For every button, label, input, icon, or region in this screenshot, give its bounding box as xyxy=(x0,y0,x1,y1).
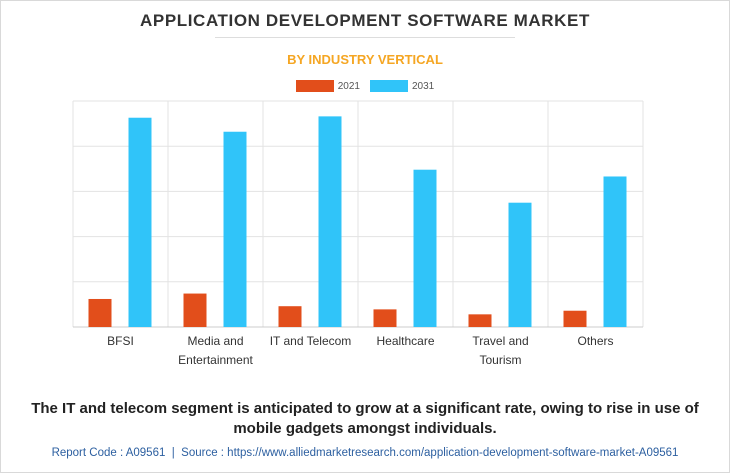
bar-chart: BFSI Media and Entertainment IT and Telecom… xyxy=(72,100,644,367)
x-tick-label-line: BFSI xyxy=(107,334,134,348)
x-tick-label-line: Entertainment xyxy=(178,353,253,367)
x-tick-label: Healthcare xyxy=(376,334,434,348)
chart-subtitle: BY INDUSTRY VERTICAL xyxy=(287,52,443,67)
x-tick-label-line: Travel and xyxy=(472,334,528,348)
bar-2031-0[interactable] xyxy=(128,117,152,327)
bar-2021-0[interactable] xyxy=(88,298,112,327)
bar-2021-5[interactable] xyxy=(563,310,587,327)
bar-2021-4[interactable] xyxy=(468,314,492,327)
footer: Report Code : A09561 | Source : https://… xyxy=(0,447,730,459)
x-tick-label: Others xyxy=(577,334,613,348)
legend-label-2021: 2021 xyxy=(337,80,360,92)
x-tick-label-line: Media and xyxy=(187,334,243,348)
x-tick-label-line: Healthcare xyxy=(376,334,434,348)
legend-label-2031: 2031 xyxy=(412,80,435,92)
x-tick-label-line: Tourism xyxy=(479,353,521,367)
legend-swatch-2031 xyxy=(370,80,408,92)
legend: 2021 2031 xyxy=(0,80,730,92)
x-tick-label: Media and Entertainment xyxy=(178,334,253,367)
report-code: Report Code : A09561 xyxy=(51,447,166,459)
source-link[interactable]: Source : https://www.alliedmarketresearc… xyxy=(181,447,679,459)
x-tick-label-line: Others xyxy=(577,334,613,348)
bar-2021-2[interactable] xyxy=(278,306,302,327)
footer-separator: | xyxy=(171,447,175,459)
x-tick-label-line: IT and Telecom xyxy=(270,334,352,348)
bar-2031-3[interactable] xyxy=(413,169,437,327)
bar-2031-1[interactable] xyxy=(223,131,247,327)
chart-title: APPLICATION DEVELOPMENT SOFTWARE MARKET xyxy=(140,11,590,30)
legend-item-2031[interactable]: 2031 xyxy=(370,80,434,92)
legend-swatch-2021 xyxy=(295,80,334,92)
chart-caption: The IT and telecom segment is anticipate… xyxy=(31,400,699,437)
bar-2031-5[interactable] xyxy=(603,176,627,327)
bar-2021-1[interactable] xyxy=(183,293,207,327)
title-divider xyxy=(215,37,515,38)
bar-2021-3[interactable] xyxy=(373,309,397,327)
x-tick-label: IT and Telecom xyxy=(270,334,352,348)
x-tick-label: Travel and Tourism xyxy=(472,334,528,367)
bar-2031-2[interactable] xyxy=(318,116,342,327)
bar-2031-4[interactable] xyxy=(508,202,532,327)
legend-item-2021[interactable]: 2021 xyxy=(295,80,360,92)
x-tick-label: BFSI xyxy=(107,334,134,348)
